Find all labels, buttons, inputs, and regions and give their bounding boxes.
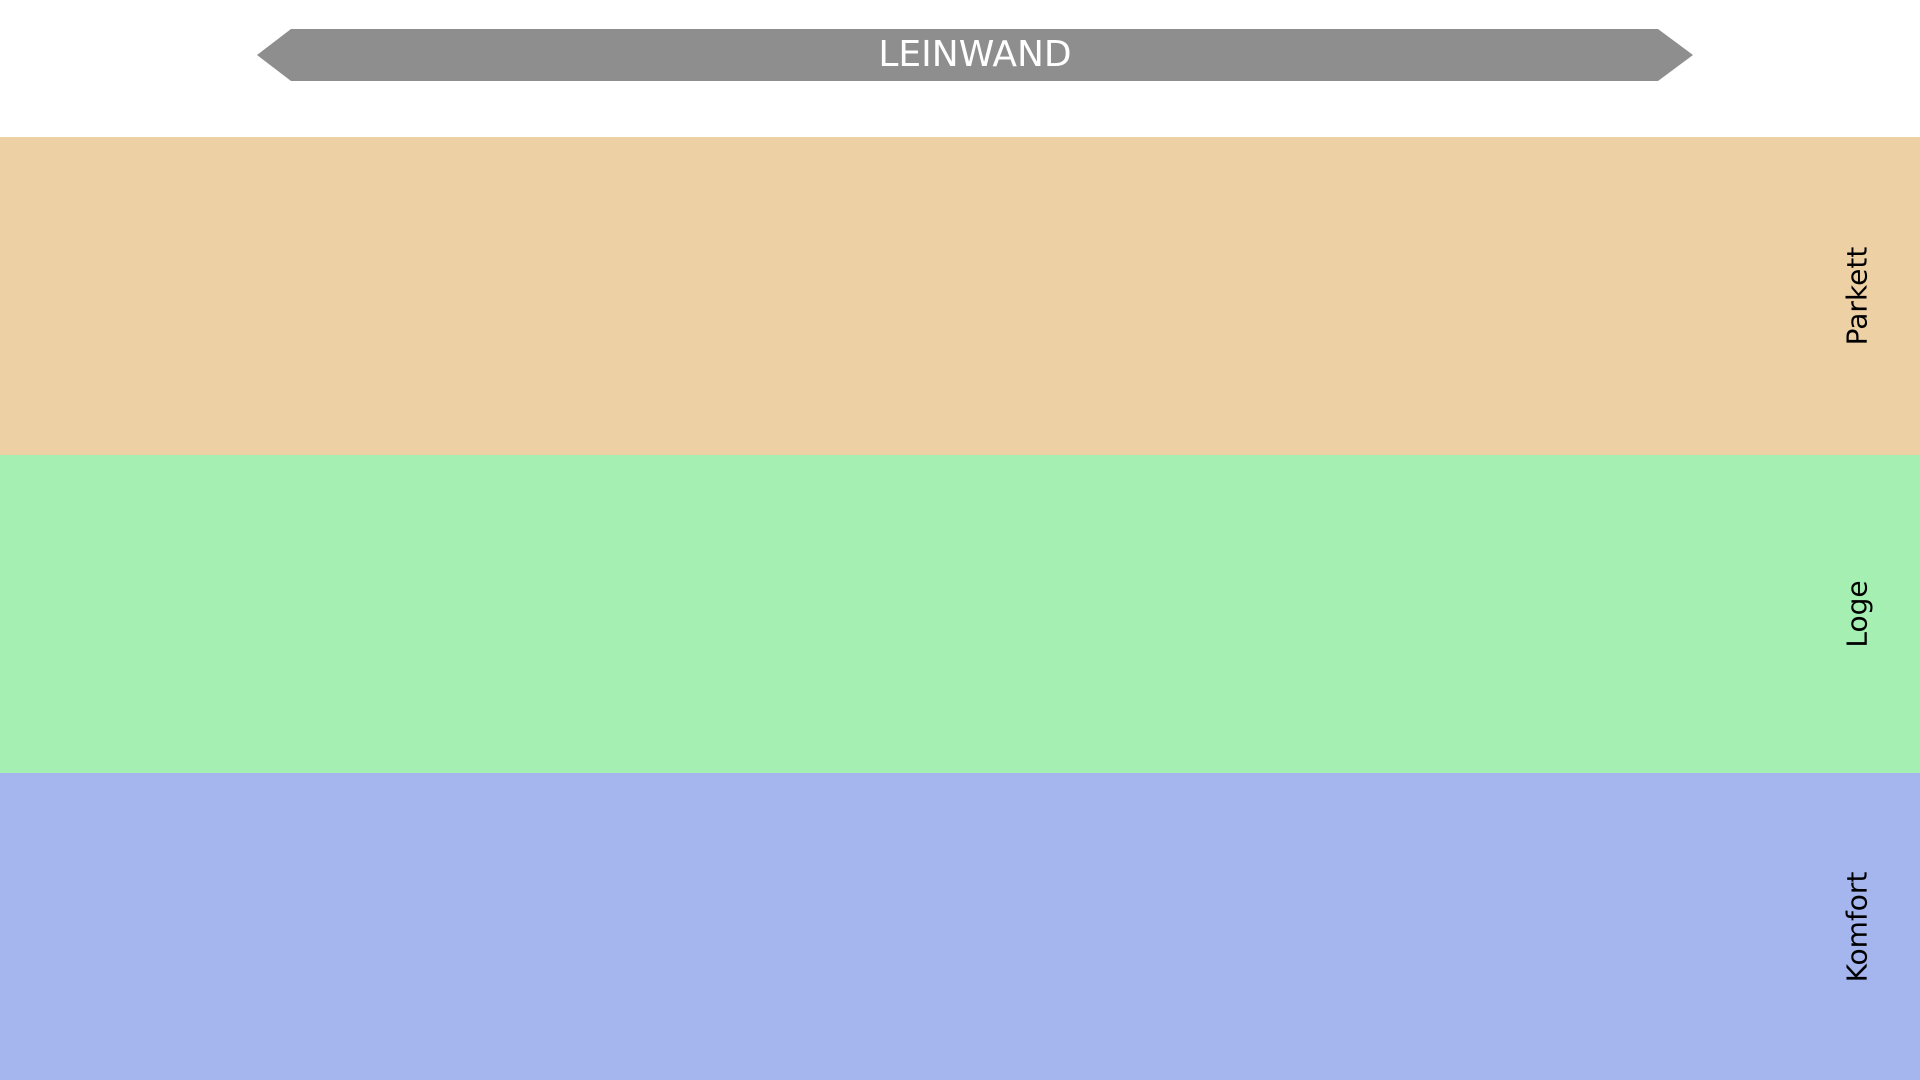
zone-parkett: Parkett — [0, 137, 1920, 455]
zone-label-parkett: Parkett — [1840, 246, 1874, 346]
zone-loge: Loge — [0, 455, 1920, 773]
zone-komfort: Komfort — [0, 773, 1920, 1080]
screen-banner: LEINWAND — [257, 29, 1693, 81]
screen-arrow-polygon — [257, 29, 1693, 81]
zone-label-loge: Loge — [1840, 580, 1874, 648]
zone-label-komfort: Komfort — [1840, 871, 1874, 982]
screen-arrow-shape — [257, 29, 1693, 81]
screen-label: LEINWAND — [878, 34, 1072, 75]
